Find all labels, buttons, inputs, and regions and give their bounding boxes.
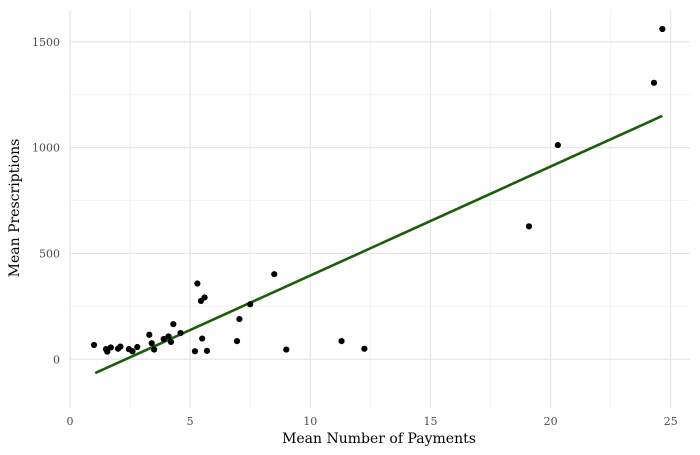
data-point xyxy=(361,345,368,352)
y-tick-label: 1500 xyxy=(32,36,60,49)
data-point xyxy=(199,335,206,342)
data-point xyxy=(151,346,158,353)
data-point xyxy=(134,343,141,351)
data-point xyxy=(525,223,533,230)
y-axis-title: Mean Prescriptions xyxy=(7,139,23,278)
data-point xyxy=(283,346,290,353)
data-point xyxy=(165,333,172,340)
data-point xyxy=(170,321,177,328)
data-point xyxy=(271,271,278,278)
data-point xyxy=(104,348,111,355)
data-point xyxy=(659,25,666,33)
data-point xyxy=(233,338,241,345)
data-point xyxy=(203,347,211,354)
data-point xyxy=(148,340,155,347)
x-tick-label: 10 xyxy=(303,415,317,428)
data-point xyxy=(236,315,243,323)
x-axis-title: Mean Number of Payments xyxy=(282,431,476,447)
y-tick-label: 0 xyxy=(53,353,60,366)
grid xyxy=(69,10,690,408)
data-point xyxy=(107,344,114,351)
x-tick-label: 5 xyxy=(187,415,194,428)
y-axis-tick-labels: 0 500 1000 1500 xyxy=(32,36,60,367)
trend-line xyxy=(94,114,663,375)
data-point xyxy=(201,294,208,301)
data-point xyxy=(90,341,98,349)
y-tick-label: 1000 xyxy=(32,142,60,155)
data-point xyxy=(247,301,254,308)
data-point xyxy=(554,141,561,149)
data-point xyxy=(191,348,199,355)
data-point xyxy=(146,331,153,338)
data-point xyxy=(650,79,658,86)
data-points xyxy=(90,25,666,355)
trend-line-layer xyxy=(94,114,663,375)
data-point xyxy=(117,343,124,350)
x-axis-tick-labels: 0 5 10 15 20 25 xyxy=(67,415,678,428)
data-point xyxy=(167,338,175,346)
x-tick-label: 0 xyxy=(67,415,74,428)
x-tick-label: 20 xyxy=(544,415,558,428)
data-point xyxy=(194,280,201,287)
data-point xyxy=(129,348,136,355)
data-point xyxy=(338,338,345,345)
y-tick-label: 500 xyxy=(39,247,60,260)
x-tick-label: 15 xyxy=(423,415,437,428)
data-point xyxy=(177,329,184,337)
data-point xyxy=(160,335,167,343)
x-tick-label: 25 xyxy=(664,415,678,428)
